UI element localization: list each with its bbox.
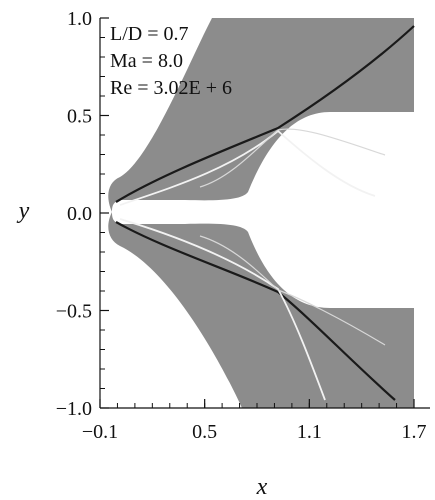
x-tick-label: 1.7 xyxy=(402,421,427,443)
annotation-ma: Ma = 8.0 xyxy=(110,50,183,72)
y-tick-label: 1.0 xyxy=(67,8,92,30)
annotations: L/D = 0.7 Ma = 8.0 Re = 3.02E + 6 xyxy=(110,23,232,99)
y-ticks: 1.0 0.5 0.0 −0.5 −1.0 xyxy=(56,8,109,420)
annotation-ld: L/D = 0.7 xyxy=(110,23,189,45)
y-tick-label: −1.0 xyxy=(56,398,92,420)
y-tick-label: 0.0 xyxy=(67,203,92,225)
x-axis-title: x xyxy=(256,474,268,500)
lower-shear-layer xyxy=(199,235,386,346)
y-tick-label: 0.5 xyxy=(67,106,92,128)
upper-flow-region xyxy=(108,18,415,212)
lower-shock-dark xyxy=(115,221,396,401)
x-tick-label: 1.1 xyxy=(297,421,322,443)
lower-flow-region xyxy=(108,212,415,408)
plot-area xyxy=(108,18,415,408)
annotation-re: Re = 3.02E + 6 xyxy=(110,77,232,99)
y-axis-title: y xyxy=(17,198,30,224)
upper-shock-dark xyxy=(115,25,415,203)
upper-shear-layer xyxy=(199,128,386,188)
y-tick-label: −0.5 xyxy=(56,301,92,323)
axes: 1.0 0.5 0.0 −0.5 −1.0 −0.1 0.5 1.1 1.7 y x xyxy=(17,8,430,500)
x-tick-label: 0.5 xyxy=(192,421,217,443)
x-tick-label: −0.1 xyxy=(82,421,118,443)
x-ticks: −0.1 0.5 1.1 1.7 xyxy=(82,399,427,443)
